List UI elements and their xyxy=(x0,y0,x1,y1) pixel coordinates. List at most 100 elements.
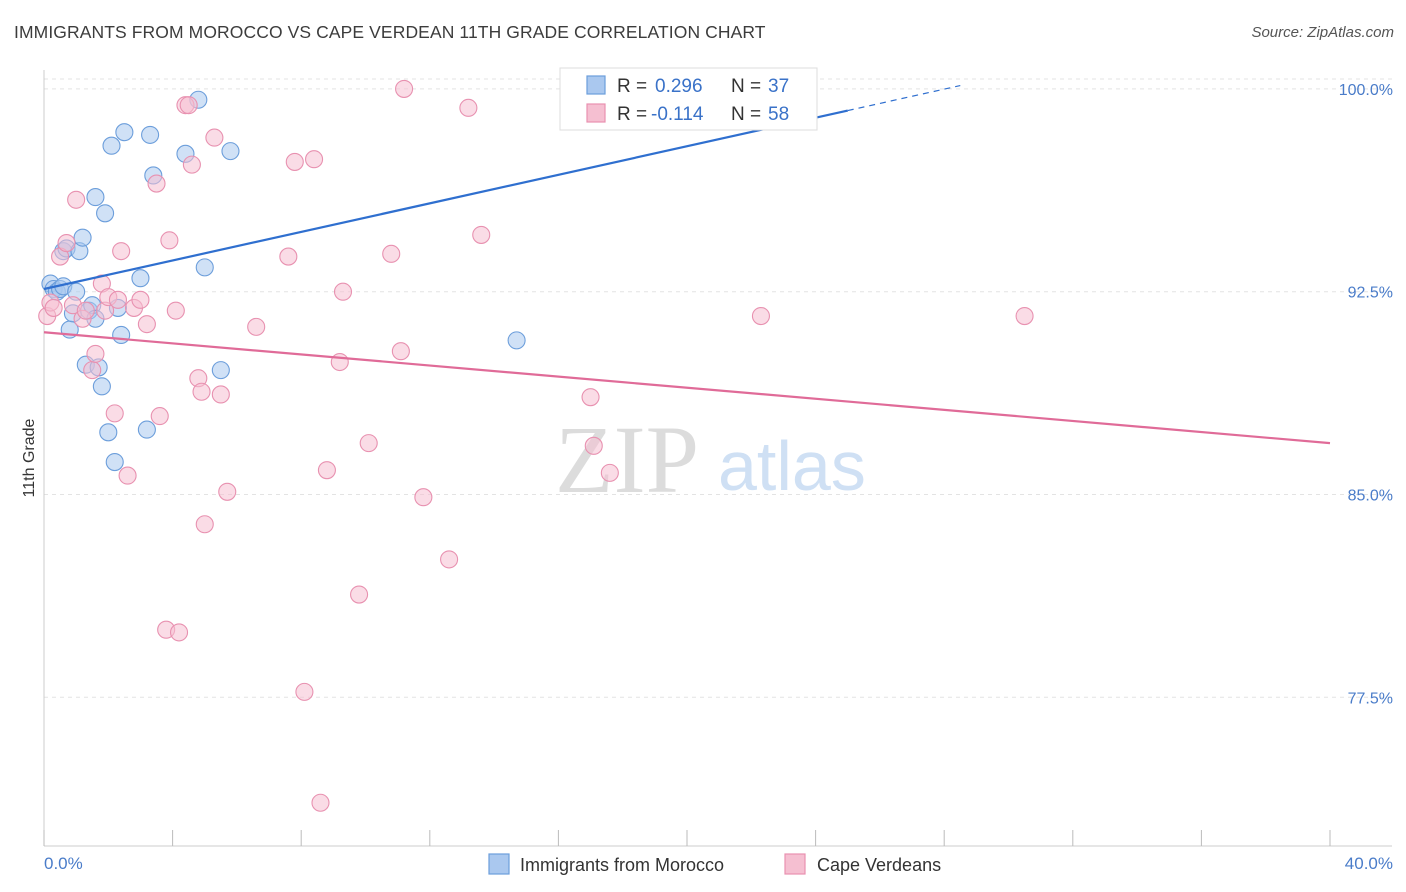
point-pink-38 xyxy=(285,152,304,171)
point-pink-34 xyxy=(211,385,230,404)
point-blue-32 xyxy=(195,258,214,277)
point-pink-56 xyxy=(600,463,619,482)
point-blue-22 xyxy=(105,453,124,472)
point-pink-49 xyxy=(395,79,414,98)
y-tick-label-3: 77.5% xyxy=(1348,690,1393,707)
point-pink-17 xyxy=(118,466,137,485)
x-tick-labels: 0.0% 40.0% xyxy=(44,854,1393,873)
point-blue-28 xyxy=(141,125,160,144)
legend-r-label-1: R = xyxy=(617,76,647,97)
legend-n-label-2: N = xyxy=(731,104,761,125)
point-pink-21 xyxy=(147,174,166,193)
point-pink-25 xyxy=(166,301,185,320)
chart-title: IMMIGRANTS FROM MOROCCO VS CAPE VERDEAN … xyxy=(14,22,766,42)
point-blue-11 xyxy=(73,228,92,247)
point-blue-20 xyxy=(99,423,118,442)
point-pink-4 xyxy=(57,233,76,253)
point-blue-26 xyxy=(131,269,150,288)
point-pink-19 xyxy=(131,290,150,309)
point-pink-16 xyxy=(112,242,131,261)
point-blue-19 xyxy=(96,204,115,223)
stats-legend: R = 0.296 N = 37 R = -0.114 N = 58 xyxy=(559,67,818,131)
point-blue-16 xyxy=(86,188,105,207)
point-pink-24 xyxy=(160,231,179,250)
point-pink-52 xyxy=(459,98,478,117)
legend-n-label-1: N = xyxy=(731,76,761,97)
source-label: Source: ZipAtlas.com xyxy=(1251,24,1394,41)
watermark-atlas: atlas xyxy=(718,427,866,505)
point-pink-32 xyxy=(195,515,214,534)
trend-line-blue xyxy=(43,109,848,291)
point-pink-46 xyxy=(359,434,378,453)
point-pink-8 xyxy=(76,301,95,320)
point-pink-44 xyxy=(333,282,353,301)
legend-r-value-2: -0.114 xyxy=(651,104,704,125)
point-pink-22 xyxy=(150,407,169,426)
gridlines xyxy=(44,78,1392,698)
bottom-legend-label-1: Immigrants from Morocco xyxy=(520,855,724,875)
legend-n-value-2: 58 xyxy=(768,104,789,125)
point-blue-24 xyxy=(112,325,131,345)
y-tick-label-1: 92.5% xyxy=(1348,285,1393,302)
point-pink-43 xyxy=(330,352,349,372)
point-pink-29 xyxy=(182,155,201,174)
trend-line-pink xyxy=(43,331,1331,445)
point-pink-55 xyxy=(584,436,603,455)
y-axis-title: 11th Grade xyxy=(21,418,38,497)
legend-r-value-1: 0.296 xyxy=(655,76,703,97)
point-pink-28 xyxy=(179,96,198,115)
legend-n-value-1: 37 xyxy=(768,76,789,97)
point-pink-31 xyxy=(192,382,211,401)
x-tick-label-1: 40.0% xyxy=(1345,854,1393,873)
point-pink-57 xyxy=(751,306,770,326)
point-pink-58 xyxy=(1015,306,1034,326)
point-pink-42 xyxy=(317,461,336,480)
point-pink-47 xyxy=(382,244,401,263)
legend-swatch-pink xyxy=(586,103,606,123)
data-points xyxy=(38,74,1034,812)
point-pink-41 xyxy=(311,793,330,812)
trend-lines xyxy=(43,84,1331,445)
point-pink-15 xyxy=(108,290,127,309)
point-pink-54 xyxy=(581,388,600,407)
point-pink-50 xyxy=(414,488,433,507)
point-pink-10 xyxy=(86,344,105,363)
legend-r-label-2: R = xyxy=(617,104,647,125)
point-pink-26 xyxy=(169,623,189,642)
point-blue-27 xyxy=(137,420,156,439)
point-pink-53 xyxy=(472,225,491,244)
trend-line-blue-extension xyxy=(847,84,961,112)
point-pink-9 xyxy=(83,361,102,380)
y-tick-label-2: 85.0% xyxy=(1348,488,1393,505)
y-tick-labels: 100.0% 92.5% 85.0% 77.5% xyxy=(1339,82,1393,707)
point-pink-2 xyxy=(44,298,63,317)
point-pink-39 xyxy=(295,682,314,701)
axes xyxy=(43,70,1392,847)
legend-swatch-blue xyxy=(586,75,606,95)
x-tick-label-0: 0.0% xyxy=(44,854,83,873)
point-blue-18 xyxy=(92,377,111,396)
point-pink-37 xyxy=(279,247,298,266)
watermark-zip: ZIP xyxy=(555,406,699,513)
point-blue-21 xyxy=(102,136,121,155)
point-pink-40 xyxy=(305,150,324,169)
point-blue-25 xyxy=(115,123,134,142)
bottom-legend-swatch-blue xyxy=(488,853,510,875)
point-pink-33 xyxy=(205,128,224,147)
bottom-legend-swatch-pink xyxy=(784,853,806,875)
point-pink-35 xyxy=(218,482,237,501)
point-blue-34 xyxy=(221,142,240,161)
point-pink-51 xyxy=(440,550,459,569)
watermark: ZIP atlas xyxy=(555,406,866,513)
point-pink-20 xyxy=(137,315,156,334)
series-legend: Immigrants from Morocco Cape Verdeans xyxy=(488,853,941,875)
point-blue-35 xyxy=(507,331,526,350)
point-pink-36 xyxy=(247,317,266,336)
point-pink-48 xyxy=(391,342,410,361)
bottom-legend-label-2: Cape Verdeans xyxy=(817,855,941,875)
point-pink-45 xyxy=(350,585,369,604)
point-pink-6 xyxy=(67,190,86,209)
point-blue-33 xyxy=(211,361,230,380)
y-tick-label-0: 100.0% xyxy=(1339,82,1393,99)
